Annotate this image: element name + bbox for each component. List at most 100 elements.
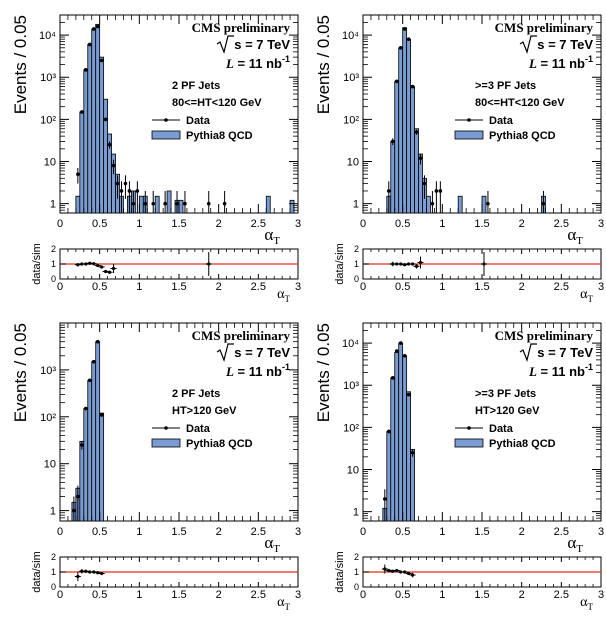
x-tick-label: 2	[216, 218, 222, 230]
ratio-y-tick-label: 1	[354, 259, 359, 269]
ratio-point	[410, 262, 415, 266]
sim-bar	[178, 199, 184, 214]
data-point	[111, 163, 116, 168]
sim-bar	[95, 23, 101, 214]
ratio-point	[96, 571, 100, 575]
data-point	[87, 42, 92, 47]
data-point	[394, 79, 399, 84]
legend-data-marker	[164, 426, 168, 430]
x-tick-label: 0.5	[92, 589, 107, 601]
lumi-label: L = 11 nb-1	[225, 362, 290, 379]
ratio-y-tick-label: 1	[51, 567, 56, 577]
y-tick-label: 1	[353, 199, 359, 211]
lumi-unit-exponent: -1	[585, 362, 593, 372]
data-point	[91, 359, 96, 364]
data-point	[175, 201, 179, 206]
data-point	[151, 201, 156, 206]
x-tick-label: 1.5	[171, 589, 186, 601]
x-axis-symbol: α	[264, 225, 273, 244]
ratio-point	[403, 570, 407, 574]
data-point	[91, 27, 96, 31]
x-tick-label: 2	[216, 589, 222, 601]
data-point	[72, 508, 76, 513]
y-tick-label: 10	[44, 157, 56, 169]
ratio-point	[88, 570, 92, 574]
x-tick-label: 0	[360, 526, 366, 538]
sim-bar	[406, 391, 411, 522]
ratio-point	[418, 260, 423, 265]
y-tick-label: 10³	[40, 72, 56, 84]
lumi-symbol: L	[528, 364, 537, 379]
legend-sim-label: Pythia8 QCD	[186, 130, 253, 142]
sim-bar	[398, 342, 404, 522]
sim-bar	[83, 408, 89, 522]
data-point	[414, 130, 419, 134]
y-tick-label: 10²	[343, 114, 359, 126]
sim-bar	[166, 190, 172, 214]
data-point	[383, 497, 387, 501]
data-point	[183, 201, 187, 206]
sim-bar	[390, 377, 396, 522]
x-tick-label: 0.5	[395, 218, 410, 230]
data-point	[406, 37, 411, 41]
x-tick-label: 2	[519, 281, 525, 293]
ratio-point	[84, 569, 88, 573]
data-point	[83, 68, 88, 72]
sim-bar	[457, 195, 463, 214]
energy-label: s = 7 TeV	[234, 37, 290, 52]
lumi-label: L = 11 nb-1	[225, 54, 290, 71]
x-tick-label: 2.5	[554, 218, 569, 230]
ratio-point	[104, 269, 108, 274]
y-tick-label: 1	[50, 199, 56, 211]
x-tick-label: 3	[598, 218, 604, 230]
lumi-unit-exponent: -1	[282, 362, 290, 372]
x-tick-label: 2.5	[554, 526, 569, 538]
x-tick-label: 1	[136, 218, 142, 230]
data-point	[402, 353, 407, 358]
x-tick-label: 3	[295, 589, 301, 601]
x-axis-title: αT	[264, 225, 280, 247]
x-tick-label: 0	[360, 281, 366, 293]
ratio-x-axis-symbol: α	[277, 287, 285, 302]
data-point	[103, 117, 108, 122]
x-axis-subscript: T	[273, 235, 280, 247]
y-axis-title: Events / 0.05	[314, 323, 333, 422]
x-tick-label: 2.5	[554, 281, 569, 293]
ratio-point	[395, 568, 399, 573]
ratio-x-axis-title: αT	[277, 595, 290, 612]
energy-label: s = 7 TeV	[537, 345, 593, 360]
data-point	[95, 339, 100, 344]
lumi-symbol: L	[225, 364, 234, 379]
y-tick-label: 10⁴	[342, 338, 359, 350]
data-point	[95, 24, 100, 29]
x-tick-label: 1	[439, 589, 445, 601]
data-point	[390, 139, 395, 144]
data-point	[99, 58, 104, 63]
ratio-point	[80, 569, 84, 573]
legend-data-label: Data	[489, 115, 514, 127]
ratio-point	[482, 262, 486, 266]
sim-bar	[414, 128, 419, 214]
ratio-point	[403, 263, 407, 267]
sqrt-icon	[519, 35, 537, 54]
data-point	[127, 189, 132, 193]
x-tick-label: 1.5	[474, 281, 489, 293]
y-tick-label: 1	[353, 507, 359, 519]
x-tick-label: 1.5	[474, 589, 489, 601]
data-point	[87, 378, 92, 383]
x-axis-subscript: T	[273, 543, 280, 555]
y-tick-label: 10	[44, 459, 56, 471]
lumi-value: = 11 nb	[537, 364, 585, 379]
y-axis-title: Events / 0.05	[11, 323, 30, 422]
ratio-point	[76, 263, 80, 267]
sim-bar	[289, 199, 295, 214]
sim-bar	[79, 111, 85, 214]
ratio-point	[387, 568, 391, 573]
data-point	[115, 181, 120, 186]
x-tick-label: 1	[136, 589, 142, 601]
ratio-y-axis-title: data/sim	[334, 551, 346, 593]
sim-bar	[103, 98, 108, 214]
ratio-x-axis-subscript: T	[588, 294, 594, 304]
x-tick-label: 3	[598, 281, 604, 293]
